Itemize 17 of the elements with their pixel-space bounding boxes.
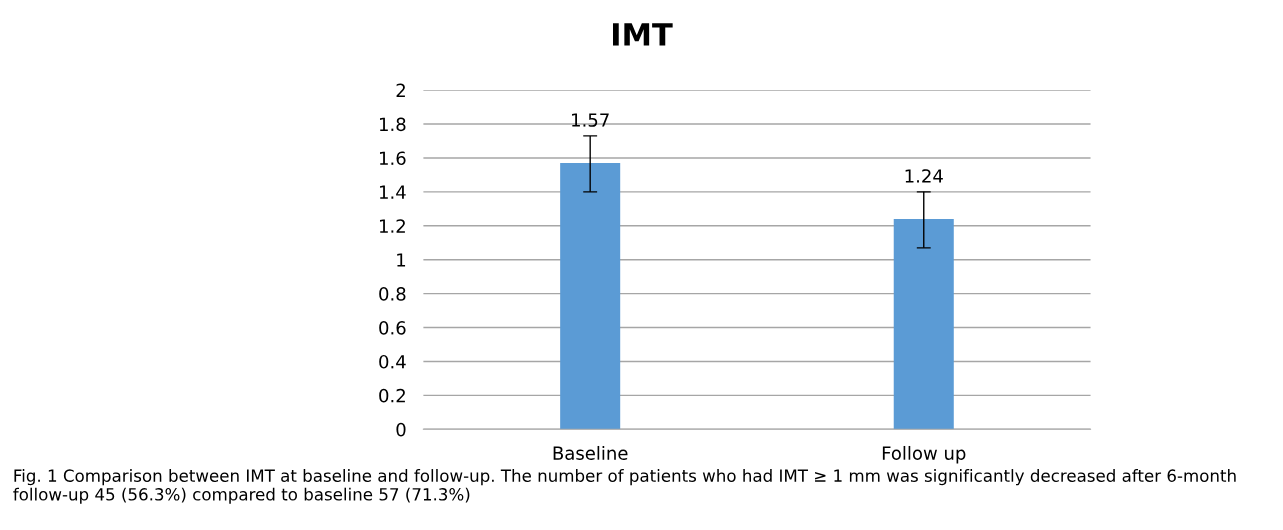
y-tick-label: 0 bbox=[396, 422, 406, 437]
chart-title: IMT bbox=[613, 23, 673, 46]
y-tick-label: 1 bbox=[397, 253, 406, 267]
x-tick-label: Baseline bbox=[553, 445, 628, 460]
y-tick-label: 0.8 bbox=[379, 287, 406, 301]
y-tick-label: 0.4 bbox=[379, 354, 406, 369]
y-tick-label: 0.6 bbox=[379, 321, 406, 335]
caption: Fig. 1 Comparison between IMT at baseline and follow-up. The number of patients who had IMT ≥ 1 mm was significantly decreased after 6-month follow-up 45 (56.3%) compared to baseline 57 (71.3%) bbox=[13, 469, 1236, 504]
x-tick-label: Follow up bbox=[882, 445, 966, 464]
y-tick-label: 0.2 bbox=[379, 388, 405, 403]
y-tick-label: 1.2 bbox=[379, 219, 405, 233]
y-tick-label: 1.8 bbox=[379, 117, 406, 132]
y-tick-label: 1.6 bbox=[379, 151, 406, 166]
data-label: 1.57 bbox=[572, 113, 609, 127]
data-label: 1.24 bbox=[905, 169, 943, 183]
y-tick-label: 2 bbox=[396, 83, 405, 97]
y-tick-label: 1.4 bbox=[379, 185, 406, 199]
